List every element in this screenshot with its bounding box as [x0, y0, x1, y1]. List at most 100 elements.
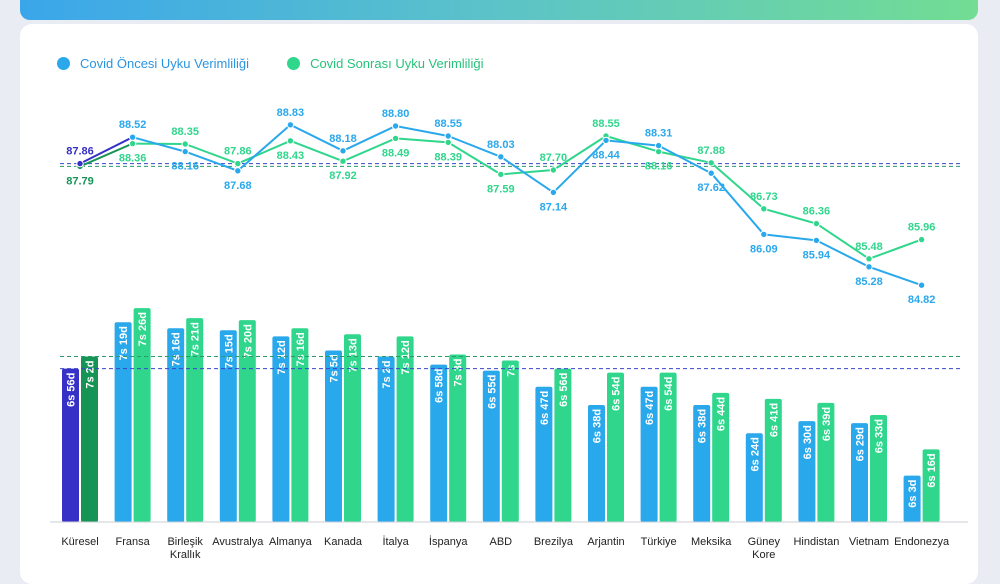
line-point-before [866, 264, 872, 270]
line-label-after: 88.49 [382, 147, 410, 159]
bar-label-before: 7s 2d [381, 361, 393, 389]
category-label: Türkiye [641, 536, 677, 548]
line-point-after [340, 158, 346, 164]
line-label-before: 88.52 [119, 119, 147, 131]
line-point-after [550, 167, 556, 173]
category-label: Hindistan [793, 536, 839, 548]
line-point-after [918, 236, 924, 242]
bar-label-before: 7s 19d [118, 326, 130, 360]
line-label-before: 88.31 [645, 128, 673, 140]
category-label: Kanada [324, 536, 363, 548]
line-point-before [392, 123, 398, 129]
line-point-after [235, 160, 241, 166]
bar-label-after: 7s 3d [453, 358, 465, 386]
bar-label-after: 6s 54d [611, 377, 623, 411]
line-label-after: 88.16 [645, 161, 673, 173]
bar-label-before: 6s 47d [644, 391, 656, 425]
line-label-after: 87.86 [224, 146, 252, 158]
bar-label-after: 7s 2d [85, 361, 97, 389]
line-label-after: 85.48 [855, 241, 883, 253]
bar-label-after: 7s 16d [295, 332, 307, 366]
line-point-after [761, 206, 767, 212]
line-point-before [287, 122, 293, 128]
bar-label-before: 7s 16d [171, 332, 183, 366]
bar-label-before: 6s 30d [802, 425, 814, 459]
bar-label-before: 6s 55d [486, 375, 498, 409]
line-label-before: 88.80 [382, 108, 410, 120]
category-label: Vietnam [849, 536, 889, 548]
bar-label-after: 6s 56d [558, 373, 570, 407]
line-label-before: 87.68 [224, 180, 252, 192]
category-label: Kore [752, 549, 775, 561]
line-point-before [761, 231, 767, 237]
line-label-before: 88.44 [592, 149, 620, 161]
line-label-before: 88.18 [329, 133, 357, 145]
line-point-after [655, 148, 661, 154]
bar-label-after: 7s 12d [400, 340, 412, 374]
line-point-before [182, 148, 188, 154]
line-label-before: 88.83 [277, 107, 305, 119]
line-point-after [445, 139, 451, 145]
line-label-before: 87.62 [697, 182, 725, 194]
category-label: Küresel [61, 536, 98, 548]
bar-label-after: 6s 16d [926, 453, 938, 487]
line-point-after [708, 160, 714, 166]
bar-label-after: 6s 54d [663, 377, 675, 411]
line-point-after [813, 220, 819, 226]
line-point-after [287, 138, 293, 144]
category-label: Arjantin [587, 536, 624, 548]
category-label: Krallık [170, 549, 201, 561]
line-point-after [129, 140, 135, 146]
line-label-before: 85.94 [803, 249, 831, 261]
bar-after [502, 361, 519, 522]
line-label-after: 87.59 [487, 183, 515, 195]
bar-label-after: 7s 26d [137, 312, 149, 346]
line-label-after: 86.36 [803, 206, 831, 218]
line-label-before: 88.55 [434, 118, 462, 130]
category-label: Fransa [115, 536, 150, 548]
line-point-before [340, 148, 346, 154]
category-label: Brezilya [534, 536, 574, 548]
bar-label-after: 7s [505, 365, 517, 377]
line-label-before: 87.86 [66, 146, 94, 158]
line-point-before [445, 133, 451, 139]
category-label: Endonezya [894, 536, 950, 548]
line-point-after [498, 171, 504, 177]
line-point-before [498, 154, 504, 160]
category-label: İtalya [382, 535, 409, 548]
category-label: ABD [489, 536, 512, 548]
line-label-after: 86.73 [750, 191, 778, 203]
bar-label-before: 6s 24d [749, 437, 761, 471]
category-label: Avustralya [212, 536, 264, 548]
line-segment-after [396, 138, 449, 142]
bar-label-after: 7s 13d [348, 338, 360, 372]
bar-label-before: 7s 15d [223, 334, 235, 368]
line-label-before: 86.09 [750, 243, 778, 255]
category-label: İspanya [429, 535, 468, 548]
bar-label-after: 6s 41d [768, 403, 780, 437]
chart-canvas: 87.8687.7988.5288.3688.1688.3587.6887.86… [0, 0, 1000, 562]
line-label-before: 88.03 [487, 139, 515, 151]
bar-label-after: 7s 20d [242, 324, 254, 358]
line-point-before [550, 189, 556, 195]
bar-label-after: 6s 39d [821, 407, 833, 441]
bar-label-before: 7s 12d [276, 340, 288, 374]
bar-label-before: 6s 29d [855, 427, 867, 461]
line-point-after [392, 135, 398, 141]
line-segment-before [553, 140, 606, 192]
bar-label-after: 6s 33d [874, 419, 886, 453]
line-label-before: 85.28 [855, 276, 883, 288]
bar-label-after: 6s 44d [716, 397, 728, 431]
line-label-after: 87.92 [329, 170, 357, 182]
line-label-after: 87.70 [540, 152, 568, 164]
line-label-after: 87.79 [66, 175, 94, 187]
line-label-before: 84.82 [908, 294, 936, 306]
line-label-after: 88.36 [119, 153, 147, 165]
line-point-after [866, 256, 872, 262]
line-point-before [813, 237, 819, 243]
line-point-before [708, 170, 714, 176]
line-label-after: 88.43 [277, 150, 305, 162]
line-point-before [235, 168, 241, 174]
bar-label-before: 6s 3d [907, 480, 919, 508]
bar-label-before: 6s 47d [539, 391, 551, 425]
